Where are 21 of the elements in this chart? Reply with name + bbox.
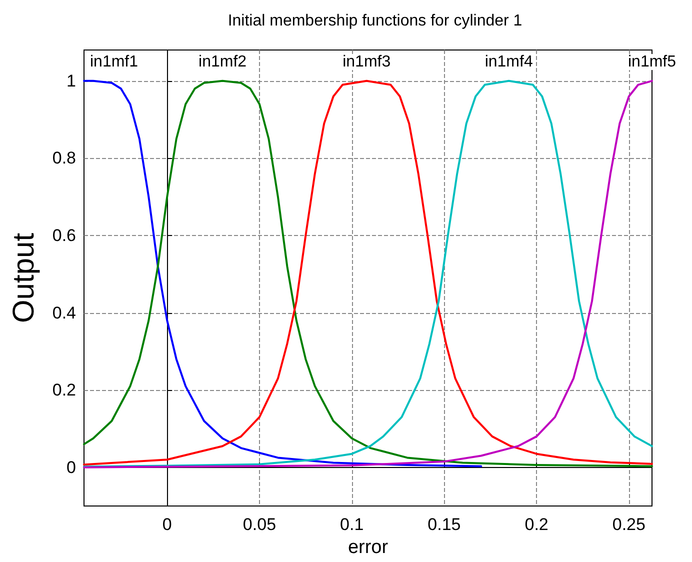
annotation: in1mf3: [342, 54, 391, 70]
x-tick-label: 0.1: [340, 515, 364, 534]
x-tick-label: 0.2: [524, 515, 548, 534]
annotation: in1mf1: [90, 54, 138, 70]
y-tick-label: 1: [66, 71, 76, 90]
line-series: [83, 80, 482, 468]
y-tick-label: 0.8: [52, 148, 76, 168]
x-tick-label: 0.25: [612, 515, 646, 534]
x-tick-label: 0.15: [428, 515, 461, 534]
x-tick-label: 0.05: [242, 515, 276, 534]
annotation: in1mf2: [198, 54, 247, 70]
y-axis-title: Output: [8, 232, 40, 324]
y-tick-label: 0.6: [52, 226, 76, 245]
y-tick-label: 0: [66, 458, 76, 477]
annotation: in1mf5: [628, 54, 676, 70]
chart-title: Initial membership functions for cylinder 1: [228, 12, 522, 30]
y-tick-label: 0.2: [52, 380, 76, 400]
y-tick-label: 0.4: [52, 303, 76, 322]
annotation: in1mf4: [484, 54, 533, 70]
x-tick-label: 0: [162, 515, 172, 534]
x-axis-title: error: [348, 537, 389, 558]
